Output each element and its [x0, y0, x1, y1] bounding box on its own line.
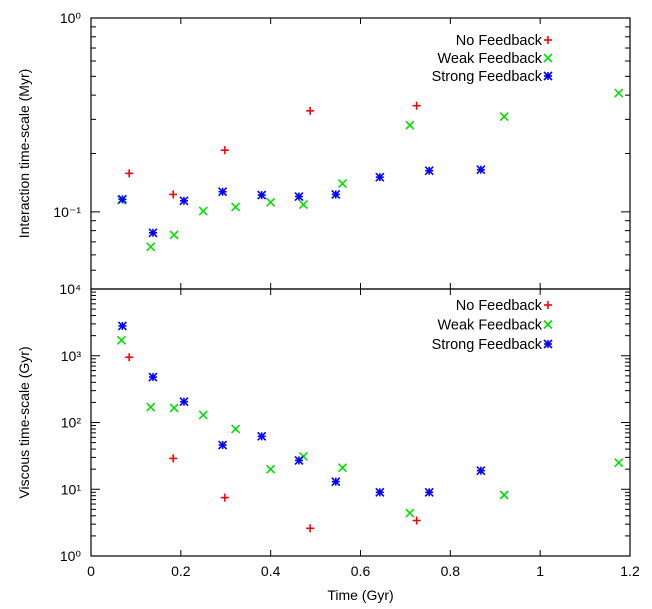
- top-point-strong-feedback: [375, 172, 385, 182]
- top-point-weak-feedback: [614, 88, 624, 98]
- top-point-weak-feedback: [499, 112, 509, 122]
- bottom-legend-label-weak-feedback: Weak Feedback: [437, 318, 542, 334]
- top-point-weak-feedback: [198, 206, 208, 216]
- top-point-strong-feedback: [148, 228, 158, 238]
- top-point-strong-feedback: [331, 189, 341, 199]
- top-point-no-feedback: [412, 101, 421, 110]
- bottom-series-strong-feedback: [117, 321, 486, 497]
- bottom-point-weak-feedback: [231, 424, 241, 434]
- bottom-series-weak-feedback: [116, 335, 624, 518]
- bottom-panel: 0 0.2 0.4 0.6 0.8 1 1.2 10⁰ 10¹ 10² 10³ Viscous tim…: [16, 288, 640, 603]
- x-axis-label: Time (Gyr): [327, 587, 393, 603]
- x-tick-label: 0.2: [171, 563, 191, 579]
- y-tick-label: 10⁴: [59, 281, 81, 297]
- x-tick-label: 0.6: [351, 563, 371, 579]
- bottom-point-weak-feedback: [146, 402, 156, 412]
- top-legend-marker-no-feedback: [544, 36, 552, 44]
- bottom-point-no-feedback: [169, 454, 178, 463]
- top-point-weak-feedback: [146, 242, 156, 252]
- bottom-point-strong-feedback: [331, 477, 341, 487]
- bottom-point-weak-feedback: [337, 463, 348, 473]
- bottom-point-strong-feedback: [148, 372, 158, 382]
- bottom-point-no-feedback: [220, 493, 229, 502]
- top-point-no-feedback: [125, 169, 134, 178]
- bottom-point-strong-feedback: [117, 321, 128, 331]
- y-tick-label: 10²: [61, 415, 82, 431]
- top-point-weak-feedback: [169, 230, 179, 240]
- bottom-point-strong-feedback: [294, 455, 304, 466]
- top-legend-label-no-feedback: No Feedback: [456, 33, 543, 49]
- top-legend-marker-weak-feedback: [543, 53, 553, 63]
- bottom-point-no-feedback: [125, 353, 134, 362]
- bottom-legend-marker-weak-feedback: [543, 319, 553, 330]
- bottom-point-weak-feedback: [169, 403, 179, 413]
- x-tick-label: 1: [536, 563, 544, 579]
- top-panel: 10⁴ 10⁻¹ 10⁰ Interaction time-scale (Myr) No…: [16, 10, 631, 297]
- top-series-weak-feedback: [116, 88, 624, 252]
- top-point-strong-feedback: [179, 196, 189, 206]
- bottom-point-weak-feedback: [405, 508, 415, 518]
- x-tick-label: 0: [87, 563, 95, 579]
- bottom-legend-label-no-feedback: No Feedback: [456, 298, 543, 314]
- top-point-weak-feedback: [266, 197, 276, 207]
- top-point-strong-feedback: [294, 191, 304, 202]
- bottom-point-strong-feedback: [179, 397, 189, 407]
- bottom-point-strong-feedback: [375, 487, 385, 497]
- y-tick-label: 10⁰: [60, 548, 82, 564]
- bottom-series-no-feedback: [125, 353, 421, 533]
- y-tick-label: 10⁻¹: [53, 204, 81, 220]
- bottom-point-weak-feedback: [116, 335, 127, 345]
- top-point-no-feedback: [169, 190, 178, 199]
- top-point-weak-feedback: [337, 178, 348, 189]
- bottom-point-weak-feedback: [499, 490, 509, 500]
- x-tick-label: 0.4: [261, 563, 281, 579]
- bottom-point-strong-feedback: [257, 431, 267, 441]
- top-series-strong-feedback: [117, 165, 486, 238]
- top-series-no-feedback: [125, 101, 421, 199]
- bottom-point-strong-feedback: [218, 440, 228, 450]
- top-legend-marker-strong-feedback: [543, 71, 553, 81]
- top-point-weak-feedback: [231, 202, 241, 212]
- top-point-strong-feedback: [476, 165, 486, 175]
- bottom-point-no-feedback: [412, 516, 421, 525]
- bottom-plot-frame: [90, 288, 631, 557]
- x-tick-label: 1.2: [620, 563, 640, 579]
- bottom-point-weak-feedback: [198, 410, 208, 420]
- bottom-point-strong-feedback: [476, 466, 486, 476]
- top-point-no-feedback: [220, 146, 229, 155]
- top-point-weak-feedback: [405, 120, 415, 130]
- y-tick-label: 10¹: [61, 481, 82, 497]
- bottom-legend-marker-strong-feedback: [543, 339, 553, 349]
- top-point-strong-feedback: [218, 187, 228, 197]
- top-point-strong-feedback: [257, 190, 267, 200]
- y-tick-label: 10³: [61, 348, 82, 364]
- bottom-point-weak-feedback: [614, 458, 624, 468]
- bottom-legend-marker-no-feedback: [544, 301, 552, 309]
- top-point-no-feedback: [306, 106, 315, 115]
- top-point-weak-feedback: [298, 200, 309, 210]
- top-y-axis-label: Interaction time-scale (Myr): [16, 69, 32, 239]
- x-tick-label: 0.8: [441, 563, 461, 579]
- bottom-point-weak-feedback: [266, 464, 276, 474]
- bottom-point-no-feedback: [306, 524, 315, 533]
- top-legend-label-strong-feedback: Strong Feedback: [432, 69, 543, 85]
- top-point-strong-feedback: [424, 166, 434, 176]
- top-point-strong-feedback: [117, 194, 128, 204]
- bottom-y-axis-label: Viscous time-scale (Gyr): [16, 346, 32, 498]
- bottom-legend-label-strong-feedback: Strong Feedback: [432, 337, 543, 353]
- y-tick-label: 10⁰: [60, 10, 82, 26]
- top-legend-label-weak-feedback: Weak Feedback: [437, 51, 542, 67]
- bottom-point-strong-feedback: [424, 487, 434, 497]
